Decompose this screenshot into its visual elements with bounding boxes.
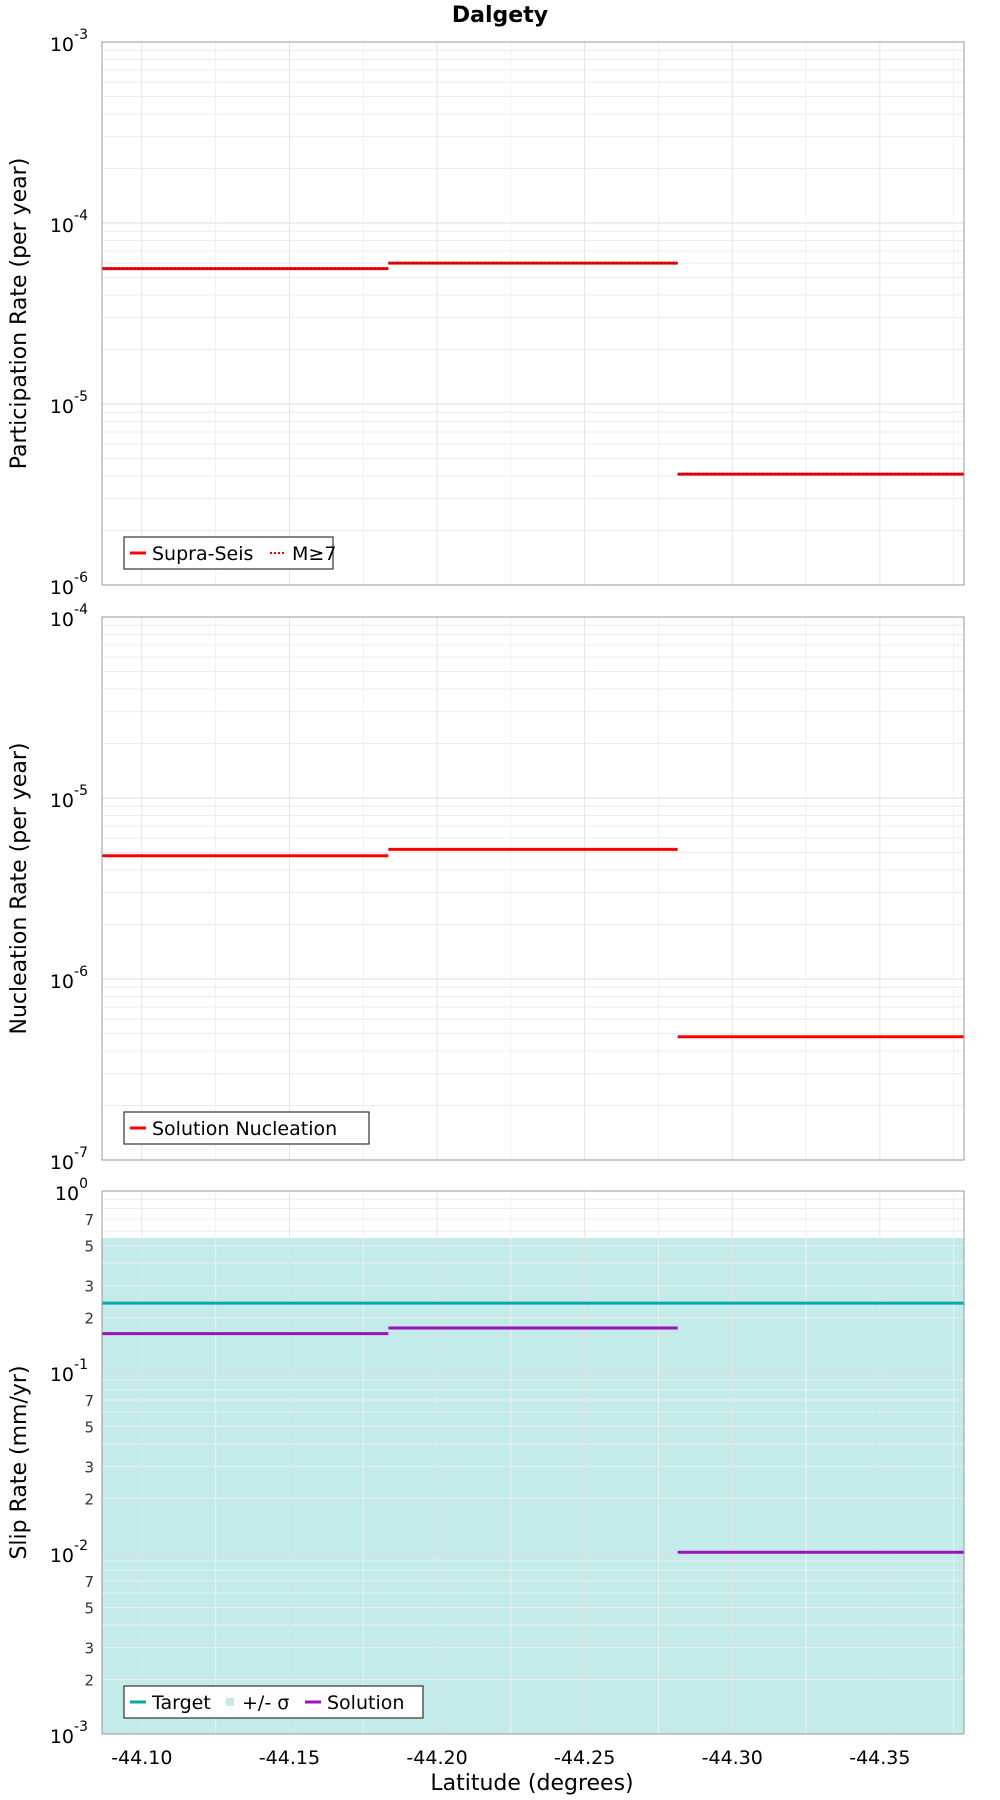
- x-tick-label: -44.20: [406, 1747, 467, 1769]
- y-tick-label: 10-3: [50, 27, 88, 56]
- y-minor-tick-label: 2: [84, 1672, 94, 1690]
- y-minor-tick-label: 7: [84, 1573, 94, 1591]
- plot-frame: [101, 1190, 965, 1735]
- y-minor-tick-label: 5: [84, 1599, 94, 1617]
- x-tick-label: -44.10: [111, 1747, 172, 1769]
- y-axis-label: Nucleation Rate (per year): [7, 743, 32, 1035]
- y-tick-label: 10-6: [50, 570, 88, 599]
- y-tick-label: 10-4: [50, 208, 88, 237]
- y-minor-tick-label: 5: [84, 1237, 94, 1255]
- y-minor-tick-label: 3: [84, 1278, 94, 1296]
- y-axis-label: Participation Rate (per year): [7, 158, 32, 470]
- panel-nucleation: 10-7 10-6 10-5 10-4 Nucleation Rate (per yea…: [7, 602, 965, 1174]
- y-axis-label: Slip Rate (mm/yr): [7, 1365, 32, 1559]
- legend-swatch: [226, 1698, 234, 1706]
- legend: Supra-Seis M≥7: [123, 536, 336, 570]
- gridlines: [102, 1191, 964, 1735]
- x-tick-label: -44.35: [849, 1747, 910, 1769]
- x-tick-label: -44.15: [259, 1747, 320, 1769]
- y-tick-label: 100: [55, 1176, 88, 1205]
- y-minor-tick-label: 2: [84, 1491, 94, 1509]
- y-tick-label: 10-7: [50, 1145, 88, 1174]
- y-minor-tick-label: 7: [84, 1211, 94, 1229]
- legend-label: Solution Nucleation: [152, 1118, 337, 1140]
- series-slip: [102, 1301, 964, 1554]
- y-tick-label: 10-3: [50, 1719, 88, 1748]
- legend-label: Target: [151, 1692, 211, 1714]
- panel-slip: 10-3 10-2 10-1 100 2 3 5 7 2 3 5 7 2 3 5 7 Slip Rate (mm…: [7, 1176, 965, 1769]
- y-minor-tick-label: 3: [84, 1640, 94, 1658]
- y-minor-tick-label: 2: [84, 1310, 94, 1328]
- y-minor-tick-label: 5: [84, 1418, 94, 1436]
- legend-label: Supra-Seis: [152, 543, 253, 565]
- x-tick-label: -44.25: [554, 1747, 615, 1769]
- y-tick-label: 10-6: [50, 964, 88, 993]
- y-tick-label: 10-1: [50, 1357, 88, 1386]
- plot-area: [102, 42, 964, 585]
- plot-frame: [101, 41, 965, 586]
- series-participation: [102, 261, 964, 476]
- legend-box: [123, 536, 334, 570]
- chart-title: Dalgety: [452, 3, 548, 28]
- x-axis-label: Latitude (degrees): [430, 1771, 633, 1796]
- y-minor-tick-label: 7: [84, 1392, 94, 1410]
- chart-panels: 10-6 10-5 10-4 10-3 Participation Rate (per …: [7, 27, 965, 1769]
- y-tick-label: 10-5: [50, 389, 88, 418]
- legend: Solution Nucleation: [123, 1111, 370, 1145]
- legend-label: Solution: [327, 1692, 404, 1714]
- legend-label: M≥7: [292, 543, 336, 565]
- legend-box: [123, 1111, 370, 1145]
- plot-frame: [101, 616, 965, 1161]
- plot-area: [102, 617, 964, 1160]
- series-nucleation: [102, 847, 964, 1039]
- sigma-band: [102, 1237, 964, 1734]
- y-tick-label: 10-2: [50, 1538, 88, 1567]
- y-minor-tick-label: 3: [84, 1459, 94, 1477]
- legend-box: [123, 1685, 424, 1719]
- gridlines: [102, 42, 964, 586]
- y-tick-label: 10-5: [50, 783, 88, 812]
- x-tick-label: -44.30: [702, 1747, 763, 1769]
- y-tick-label: 10-4: [50, 602, 88, 631]
- legend-label: +/- σ: [242, 1692, 289, 1714]
- legend: Target +/- σ Solution: [123, 1685, 424, 1719]
- panel-participation: 10-6 10-5 10-4 10-3 Participation Rate (per …: [7, 27, 965, 599]
